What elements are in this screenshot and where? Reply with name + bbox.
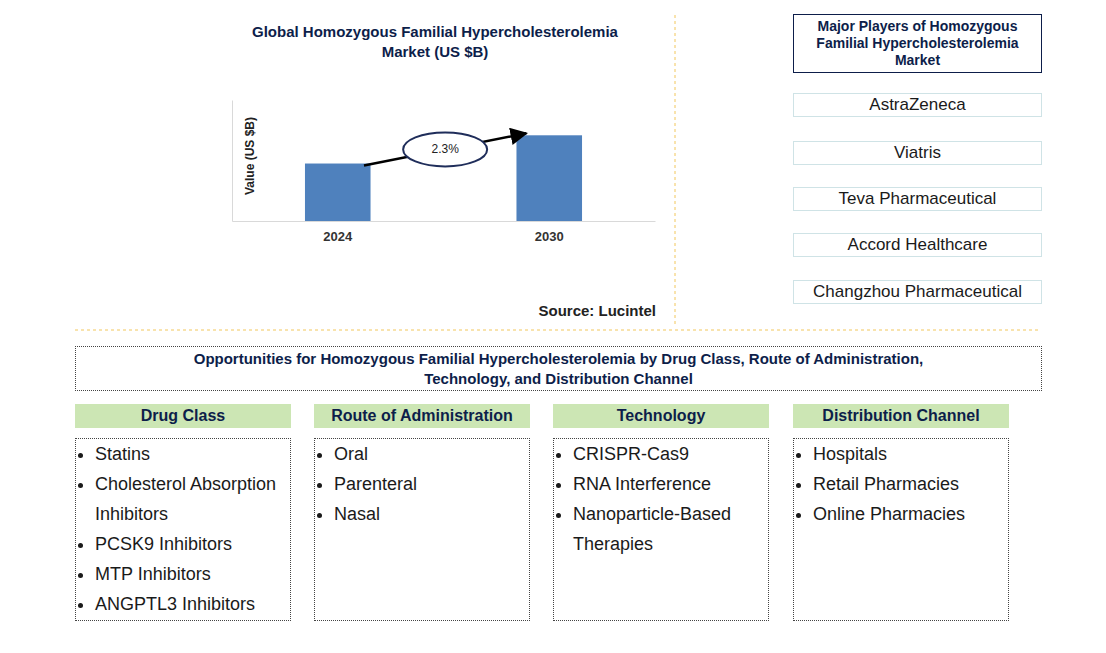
list-item: Online Pharmacies (813, 499, 1006, 529)
column-list: OralParenteralNasal (318, 439, 527, 529)
list-item: Hospitals (813, 439, 1006, 469)
separator (675, 15, 676, 326)
list-item: Statins (95, 439, 288, 469)
list-item: Parenteral (334, 469, 527, 499)
column-header: Distribution Channel (793, 404, 1009, 428)
list-item: Nanoparticle-Based Therapies (573, 499, 766, 559)
column-header: Drug Class (75, 404, 291, 428)
chart-title: Global Homozygous Familial Hypercholeste… (228, 22, 642, 62)
column-header: Route of Administration (314, 404, 530, 428)
column-header: Technology (553, 404, 769, 428)
player: Changzhou Pharmaceutical (793, 280, 1042, 304)
bar (516, 135, 582, 221)
annotation-ellipse (403, 132, 487, 166)
source: Source: Lucintel (538, 302, 656, 319)
y-axis (232, 101, 233, 222)
list-item: CRISPR-Cas9 (573, 439, 766, 469)
x-axis-line (233, 221, 656, 222)
opportunities-title: Opportunities for Homozygous Familial Hy… (164, 349, 954, 389)
list-item: Cholesterol Absorption Inhibitors (95, 469, 288, 529)
list-item: RNA Interference (573, 469, 766, 499)
player: Teva Pharmaceutical (793, 187, 1042, 211)
list-item: Nasal (334, 499, 527, 529)
growth-arrow (364, 133, 526, 165)
y-axis-line (232, 101, 233, 222)
x-tick-label: 2024 (323, 229, 353, 244)
list-item: MTP Inhibitors (95, 559, 288, 589)
opportunities-box: Opportunities for Homozygous Familial Hy… (75, 346, 1042, 391)
bars (305, 135, 582, 221)
list-item: Retail Pharmacies (813, 469, 1006, 499)
x-tick: 2030 (535, 221, 564, 244)
y-axis-label: Value (US $B) (243, 117, 257, 195)
list-item: Oral (334, 439, 527, 469)
column-box: OralParenteralNasal (314, 438, 530, 621)
x-tick: 2024 (323, 221, 353, 244)
players-title: Major Players of Homozygous Familial Hyp… (793, 14, 1042, 73)
x-tick-label: 2030 (535, 229, 564, 244)
annotation: 2.3% (431, 142, 459, 156)
column-list: HospitalsRetail PharmaciesOnline Pharmac… (797, 439, 1006, 529)
column-box: StatinsCholesterol Absorption Inhibitors… (75, 438, 291, 621)
column-box: HospitalsRetail PharmaciesOnline Pharmac… (793, 438, 1009, 621)
bar (305, 164, 371, 221)
player: Viatris (793, 141, 1042, 165)
list-item: ANGPTL3 Inhibitors (95, 589, 288, 619)
x-axis: 2024 2030 (233, 221, 656, 244)
column-list: CRISPR-Cas9RNA InterferenceNanoparticle-… (557, 439, 766, 559)
player: AstraZeneca (793, 93, 1042, 117)
separator (75, 330, 1041, 331)
column-list: StatinsCholesterol Absorption Inhibitors… (79, 439, 288, 619)
column-box: CRISPR-Cas9RNA InterferenceNanoparticle-… (553, 438, 769, 621)
list-item: PCSK9 Inhibitors (95, 529, 288, 559)
player: Accord Healthcare (793, 233, 1042, 257)
